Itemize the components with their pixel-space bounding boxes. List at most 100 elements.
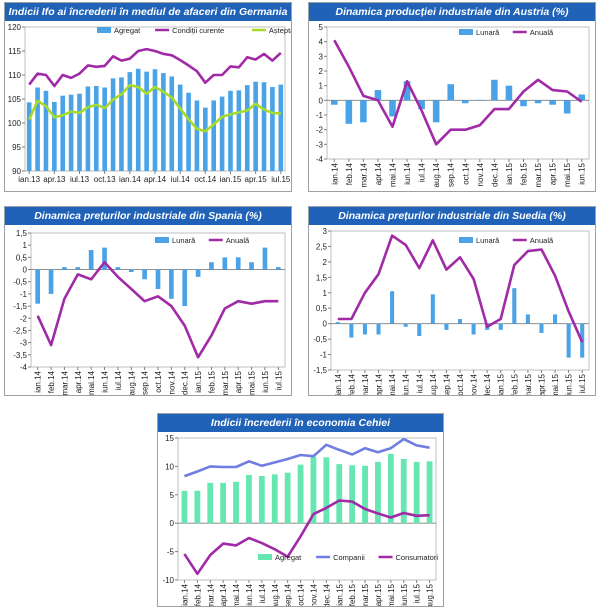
y-tick-label: 0 xyxy=(170,519,175,528)
y-tick-label: 3 xyxy=(323,227,328,236)
bar xyxy=(75,267,81,270)
bar xyxy=(400,459,407,524)
y-tick-label: -1 xyxy=(20,290,28,299)
x-tick-label: apr.15 xyxy=(537,373,546,395)
legend-swatch xyxy=(258,554,272,560)
bar xyxy=(444,323,449,330)
x-tick-label: nov.14 xyxy=(309,583,318,606)
y-tick-label: 95 xyxy=(12,143,21,152)
bar xyxy=(211,100,217,171)
x-tick-label: iul.14 xyxy=(171,175,191,184)
x-tick-label: oct.14 xyxy=(461,162,470,184)
x-tick-label: apr.14 xyxy=(144,175,167,184)
series-line xyxy=(337,234,584,343)
bar xyxy=(462,100,469,104)
bar xyxy=(403,81,411,101)
x-tick-label: ian.15 xyxy=(497,373,506,395)
bar xyxy=(68,94,74,171)
legend-label: Agregat xyxy=(275,553,302,562)
x-tick-label: oct.14 xyxy=(456,373,465,395)
y-tick-label: 2 xyxy=(323,258,328,267)
legend-label: Anuală xyxy=(530,236,554,245)
x-tick-label: feb.14 xyxy=(47,370,56,393)
chart-germany: 90 95 100 105 110 115 120 ian.13 apr.13 iul.13 oct… xyxy=(8,23,291,184)
bar xyxy=(505,85,513,101)
x-tick-label: feb.14 xyxy=(193,583,202,606)
bar xyxy=(26,102,32,171)
chart-spain: -4 -3,5 -3 -2,5 -2 -1,5 -1 -0,5 0 0,5 1 1,5 ian.14 fe… xyxy=(13,229,286,395)
y-tick-label: -1,5 xyxy=(313,366,327,375)
bar xyxy=(375,461,381,524)
bar xyxy=(77,93,82,171)
legend-item: Agregat xyxy=(258,553,302,562)
x-tick-label: iun.14 xyxy=(245,583,254,605)
chart-title: Indicii Ifo ai încrederii în mediul de a… xyxy=(5,3,291,21)
bar xyxy=(376,323,381,335)
bar xyxy=(417,323,422,337)
bar xyxy=(235,257,241,270)
x-tick-label: sep.14 xyxy=(447,162,456,187)
bar xyxy=(362,323,367,335)
chart-title: Dinamica prețurilor industriale din Sued… xyxy=(309,207,595,225)
bar xyxy=(566,323,571,358)
bar xyxy=(390,291,395,324)
bar xyxy=(207,482,214,524)
x-tick-label: ian.14 xyxy=(334,373,343,395)
x-tick-label: iun.15 xyxy=(261,370,270,392)
bar xyxy=(195,269,201,277)
y-tick-label: 5 xyxy=(319,23,324,32)
bar xyxy=(35,87,40,171)
bar xyxy=(233,481,239,524)
legend-item: Agregat xyxy=(97,26,141,35)
bar xyxy=(182,269,188,307)
x-tick-label: nov.14 xyxy=(470,373,479,395)
y-tick-label: -1 xyxy=(320,351,328,360)
bar xyxy=(418,100,425,110)
chart-austria: -4 -3 -2 -1 0 1 2 3 4 5 ian.14 feb.14 mar.14 apr.14 ma… xyxy=(316,23,590,187)
y-tick-label: 0,5 xyxy=(16,253,28,262)
bar xyxy=(110,78,116,171)
x-tick-label: apr.14 xyxy=(375,373,384,395)
y-tick-label: -3 xyxy=(316,140,324,149)
x-tick-label: mai.14 xyxy=(388,373,397,395)
x-tick-label: mai.15 xyxy=(248,370,257,395)
chart-title: Dinamica prețurilor industriale din Span… xyxy=(5,207,291,225)
y-tick-label: -1,5 xyxy=(13,302,27,311)
bar xyxy=(512,288,517,324)
bar xyxy=(203,107,208,171)
bar xyxy=(35,269,41,304)
x-tick-label: mar.14 xyxy=(206,583,215,606)
bar xyxy=(578,94,585,101)
y-tick-label: 1,5 xyxy=(316,273,328,282)
x-tick-label: dec.14 xyxy=(490,162,499,187)
chart-panel-austria: Dinamica producției industriale din Aust… xyxy=(308,2,596,192)
y-tick-label: -2,5 xyxy=(13,326,27,335)
bar xyxy=(161,73,166,171)
bar xyxy=(119,77,124,171)
legend-swatch xyxy=(97,27,111,33)
bar xyxy=(127,72,133,171)
bar xyxy=(275,267,281,270)
x-tick-label: sep.14 xyxy=(442,373,451,395)
bar xyxy=(93,86,99,171)
x-tick-label: nov.14 xyxy=(167,370,176,394)
series-line xyxy=(333,39,583,146)
bar xyxy=(194,100,200,171)
bar xyxy=(539,323,544,333)
legend-item: Anuală xyxy=(512,236,554,245)
x-tick-label: iul.14 xyxy=(418,162,427,182)
x-tick-label: feb.15 xyxy=(207,370,216,393)
x-tick-label: dec.14 xyxy=(322,583,331,606)
y-tick-label: 4 xyxy=(319,38,324,47)
x-tick-label: iun.15 xyxy=(565,373,574,395)
bar xyxy=(336,464,343,524)
y-tick-label: 110 xyxy=(8,71,21,80)
y-tick-label: -10 xyxy=(162,576,174,585)
y-tick-label: -3 xyxy=(20,339,28,348)
legend-label: Lunară xyxy=(476,236,500,245)
series-line xyxy=(28,83,281,133)
y-tick-label: 5 xyxy=(170,491,175,500)
y-tick-label: 1 xyxy=(319,82,324,91)
x-tick-label: mai.15 xyxy=(563,162,572,187)
x-tick-label: mar.15 xyxy=(534,162,543,187)
